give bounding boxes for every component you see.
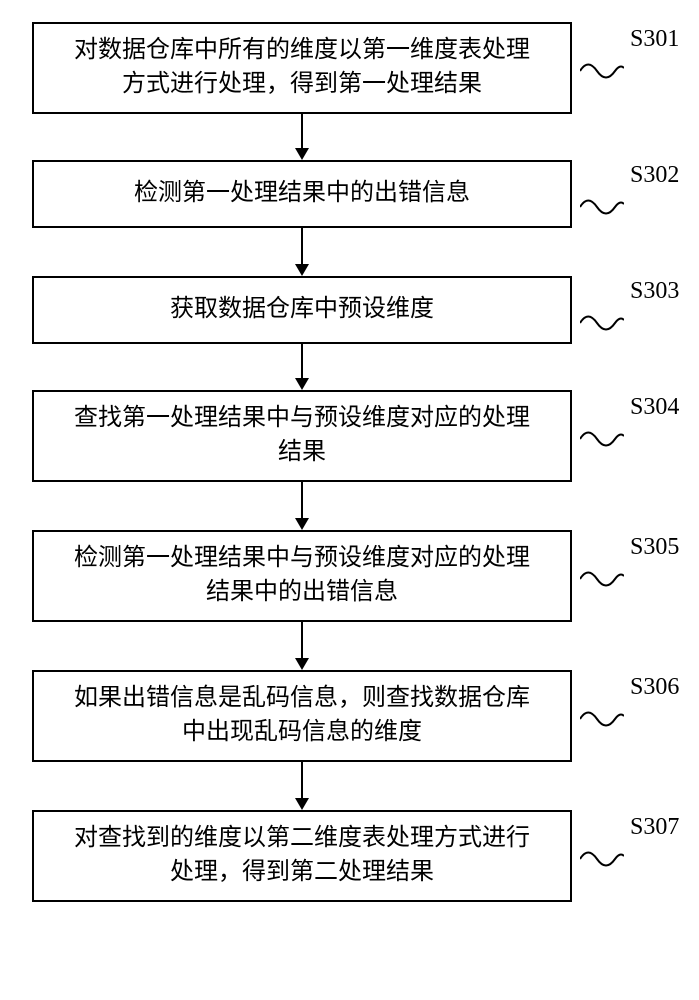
flowchart-canvas: 对数据仓库中所有的维度以第一维度表处理 方式进行处理，得到第一处理结果 S301… <box>0 0 699 1000</box>
step-label-s302: S302 <box>630 162 679 189</box>
step-label-s303: S303 <box>630 278 679 305</box>
step-text: 如果出错信息是乱码信息，则查找数据仓库 中出现乱码信息的维度 <box>74 682 530 749</box>
arrow <box>301 762 303 808</box>
step-label-s304: S304 <box>630 394 679 421</box>
step-box-s302: 检测第一处理结果中的出错信息 <box>32 160 572 228</box>
squiggle-connector <box>580 192 624 222</box>
step-box-s301: 对数据仓库中所有的维度以第一维度表处理 方式进行处理，得到第一处理结果 <box>32 22 572 114</box>
squiggle-connector <box>580 844 624 874</box>
squiggle-connector <box>580 424 624 454</box>
step-box-s305: 检测第一处理结果中与预设维度对应的处理 结果中的出错信息 <box>32 530 572 622</box>
arrow <box>301 482 303 528</box>
squiggle-connector <box>580 56 624 86</box>
step-box-s307: 对查找到的维度以第二维度表处理方式进行 处理，得到第二处理结果 <box>32 810 572 902</box>
step-text: 获取数据仓库中预设维度 <box>170 293 434 327</box>
step-text: 查找第一处理结果中与预设维度对应的处理 结果 <box>74 402 530 469</box>
step-text: 对数据仓库中所有的维度以第一维度表处理 方式进行处理，得到第一处理结果 <box>74 34 530 101</box>
squiggle-connector <box>580 564 624 594</box>
squiggle-connector <box>580 308 624 338</box>
step-box-s306: 如果出错信息是乱码信息，则查找数据仓库 中出现乱码信息的维度 <box>32 670 572 762</box>
step-text: 检测第一处理结果中与预设维度对应的处理 结果中的出错信息 <box>74 542 530 609</box>
arrow <box>301 114 303 158</box>
step-box-s303: 获取数据仓库中预设维度 <box>32 276 572 344</box>
step-label-s305: S305 <box>630 534 679 561</box>
step-box-s304: 查找第一处理结果中与预设维度对应的处理 结果 <box>32 390 572 482</box>
step-label-s306: S306 <box>630 674 679 701</box>
squiggle-connector <box>580 704 624 734</box>
arrow <box>301 622 303 668</box>
step-label-s307: S307 <box>630 814 679 841</box>
step-text: 检测第一处理结果中的出错信息 <box>134 177 470 211</box>
step-text: 对查找到的维度以第二维度表处理方式进行 处理，得到第二处理结果 <box>74 822 530 889</box>
arrow <box>301 228 303 274</box>
step-label-s301: S301 <box>630 26 679 53</box>
arrow <box>301 344 303 388</box>
